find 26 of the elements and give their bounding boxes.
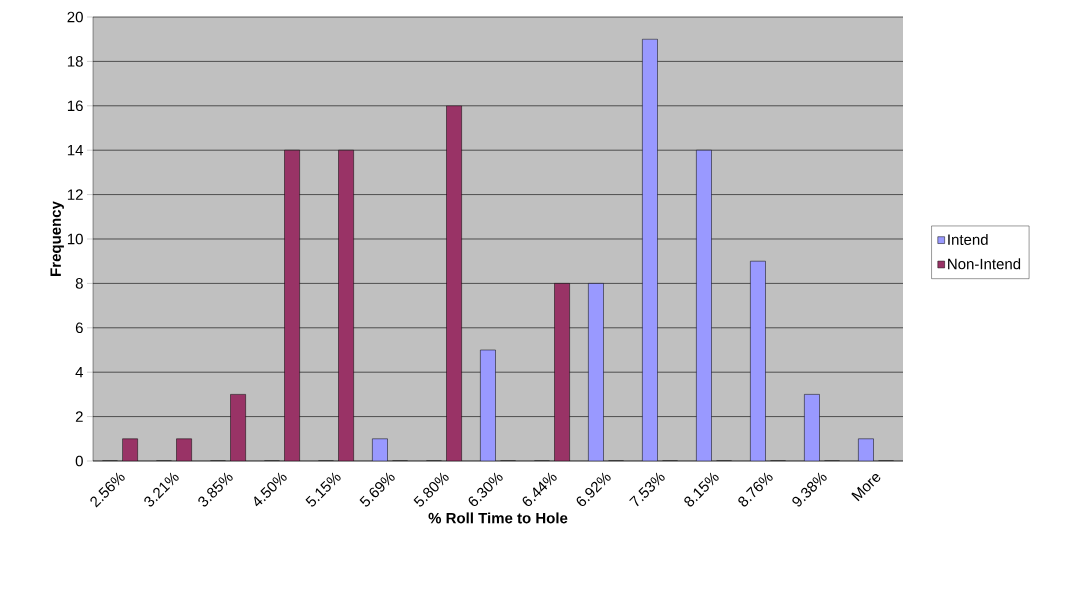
y-tick-label: 18 [67,56,83,67]
legend-label: Intend [948,233,988,245]
legend-label: Non-Intend [948,258,1021,270]
y-tick-label: 16 [67,100,83,112]
y-tick-label: 2 [75,411,83,422]
bar [804,394,820,461]
bar [588,283,604,461]
bar [750,260,766,461]
bar [284,149,300,461]
bar [642,38,658,461]
bar [446,105,462,461]
y-tick-label: 6 [75,322,83,334]
bar [338,149,354,461]
y-tick-label: 10 [67,233,83,245]
bar [696,149,712,461]
bar [230,394,246,461]
y-tick-label: 14 [67,145,84,156]
bar [554,283,570,461]
bar [480,349,496,461]
y-tick-label: 20 [67,11,83,23]
y-tick-label: 0 [75,455,83,467]
y-axis-title: Frequency [50,201,64,276]
y-tick-label: 12 [67,189,83,200]
y-tick-label: 4 [75,367,84,378]
y-tick-label: 8 [75,278,83,289]
x-axis-title: % Roll Time to Hole [428,512,568,524]
